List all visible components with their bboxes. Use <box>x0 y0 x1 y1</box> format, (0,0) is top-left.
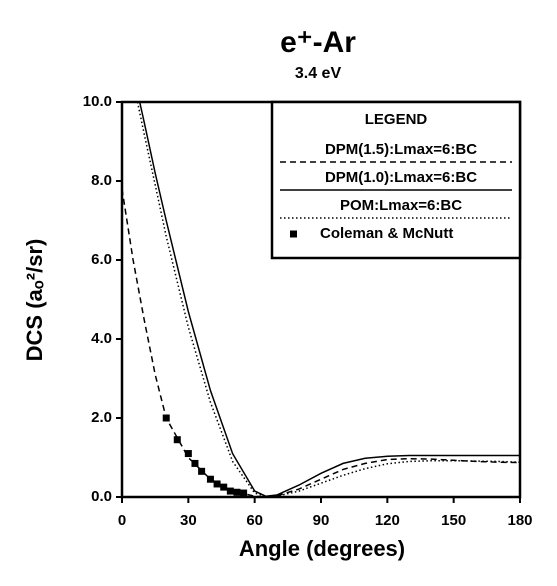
data-point <box>226 487 234 495</box>
data-point <box>213 480 221 488</box>
legend-title: LEGEND <box>365 111 428 128</box>
legend-label: DPM(1.5):Lmax=6:BC <box>325 141 477 158</box>
y-tick-label: 8.0 <box>91 172 112 189</box>
legend-label: Coleman & McNutt <box>320 225 453 242</box>
data-point <box>191 459 199 467</box>
x-tick-label: 180 <box>507 512 532 529</box>
y-tick-label: 10.0 <box>83 93 112 110</box>
x-tick-label: 30 <box>180 512 197 529</box>
x-tick-label: 0 <box>118 512 126 529</box>
data-point <box>220 483 228 491</box>
data-point <box>240 489 248 497</box>
data-point <box>233 488 241 496</box>
data-point <box>162 414 170 422</box>
y-tick-label: 6.0 <box>91 251 112 268</box>
y-axis-label: DCS (aₒ²/sr) <box>22 239 47 362</box>
x-tick-label: 90 <box>313 512 330 529</box>
series-line <box>122 188 520 497</box>
legend-label: DPM(1.0):Lmax=6:BC <box>325 169 477 186</box>
legend-marker <box>290 230 297 238</box>
chart-title: e⁺-Ar <box>280 26 356 59</box>
series-line <box>136 102 520 497</box>
y-tick-label: 4.0 <box>91 330 112 347</box>
legend-label: POM:Lmax=6:BC <box>340 197 462 214</box>
legend-box <box>270 100 522 260</box>
data-point <box>198 467 206 475</box>
chart-subtitle: 3.4 eV <box>295 65 342 82</box>
data-point <box>173 436 181 444</box>
y-tick-label: 2.0 <box>91 409 112 426</box>
x-tick-label: 120 <box>375 512 400 529</box>
x-tick-label: 60 <box>246 512 263 529</box>
data-point <box>184 450 192 458</box>
x-axis-label: Angle (degrees) <box>239 536 405 561</box>
y-tick-label: 0.0 <box>91 488 112 505</box>
x-tick-label: 150 <box>441 512 466 529</box>
plot-area <box>122 102 520 497</box>
data-point <box>206 475 214 483</box>
series-line <box>138 102 520 497</box>
